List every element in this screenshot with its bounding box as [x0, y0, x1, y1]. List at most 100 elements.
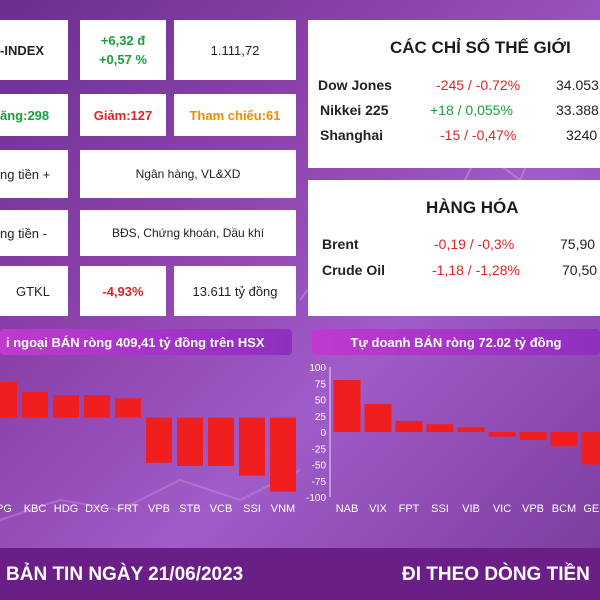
- commodities-card: HÀNG HÓA Brent -0,19 / -0,3% 75,90 Crude…: [308, 180, 600, 316]
- bar: [0, 382, 17, 418]
- down-count: Giảm:127: [93, 107, 153, 123]
- index-value: 1.111,72: [210, 42, 260, 58]
- index-change-cell: +6,32 đ +0,57 %: [80, 20, 166, 80]
- index-change: +6,32 đ: [100, 33, 146, 48]
- commodity-row-change: -1,18 / -1,28%: [432, 262, 520, 278]
- proprietary-chart-banner: Tự doanh BÁN ròng 72.02 tỷ đồng: [312, 329, 600, 355]
- bar: [426, 424, 454, 432]
- proprietary-chart-title: Tự doanh BÁN ròng 72.02 tỷ đồng: [350, 334, 562, 350]
- x-tick-label: SSI: [243, 503, 261, 515]
- world-row-change: -245 / -0.72%: [436, 77, 521, 93]
- x-tick-label: PG: [0, 503, 12, 515]
- bar: [457, 427, 485, 432]
- footer-date: BẢN TIN NGÀY 21/06/2023: [6, 564, 244, 585]
- bar: [208, 417, 234, 466]
- inflow-label: ng tiền +: [0, 166, 51, 182]
- x-tick-label: DXG: [85, 503, 109, 515]
- gtkl-value: 13.611 tỷ đồng: [192, 283, 278, 299]
- gtkl-change: -4,93%: [102, 283, 144, 299]
- y-tick-label: -100: [306, 493, 326, 504]
- x-tick-label: BCM: [552, 503, 576, 515]
- world-row-value: 3240: [566, 127, 598, 143]
- gtkl-label: GTKL: [16, 283, 50, 299]
- index-label: -INDEX: [0, 42, 45, 58]
- commodity-row-name: Brent: [322, 236, 359, 252]
- gtkl-change-cell: -4,93%: [80, 266, 166, 316]
- index-change-pct: +0,57 %: [98, 52, 148, 67]
- gtkl-label-cell: GTKL: [0, 266, 68, 316]
- world-row-name: Shanghai: [320, 127, 384, 143]
- footer-slogan: ĐI THEO DÒNG TIỀN: [402, 564, 590, 585]
- bar: [488, 432, 516, 437]
- index-label-cell: -INDEX: [0, 20, 68, 80]
- bar: [270, 417, 296, 492]
- bar: [53, 395, 79, 418]
- world-row-name: Dow Jones: [318, 77, 392, 93]
- x-tick-label: STB: [179, 503, 200, 515]
- x-tick-label: FRT: [117, 503, 138, 515]
- bar: [395, 420, 423, 432]
- bar: [22, 391, 48, 418]
- up-cell: ăng:298: [0, 94, 68, 136]
- index-value-cell: 1.111,72: [174, 20, 296, 80]
- world-row-name: Nikkei 225: [320, 102, 389, 118]
- commodity-row-value: 70,50: [562, 262, 598, 278]
- x-tick-label: VPB: [148, 503, 170, 515]
- y-tick-label: 0: [320, 428, 326, 439]
- world-indices-title: CÁC CHỈ SỐ THẾ GIỚI: [390, 38, 571, 57]
- inflow-sectors: Ngân hàng, VL&XD: [135, 167, 241, 181]
- ref-count: Tham chiếu:61: [189, 107, 281, 123]
- foreign-net-chart: PG KBC HDG DXG FRT VPB STB VCB SSI VNM: [0, 382, 296, 515]
- world-row-change: +18 / 0,055%: [430, 102, 513, 118]
- outflow-label: ng tiền -: [0, 225, 47, 241]
- y-tick-label: 50: [315, 396, 327, 407]
- commodity-row-change: -0,19 / -0,3%: [434, 236, 515, 252]
- commodity-row-name: Crude Oil: [322, 262, 386, 278]
- x-tick-label: FPT: [399, 503, 420, 515]
- bar: [364, 404, 392, 432]
- inflow-sectors-cell: Ngân hàng, VL&XD: [80, 150, 296, 198]
- down-cell: Giảm:127: [80, 94, 166, 136]
- bar: [581, 432, 600, 465]
- bar: [239, 417, 265, 476]
- bar: [550, 432, 578, 447]
- footer-bar: [0, 548, 600, 600]
- y-tick-label: 100: [309, 363, 326, 374]
- world-indices-card: CÁC CHỈ SỐ THẾ GIỚI Dow Jones -245 / -0.…: [308, 20, 600, 168]
- y-tick-label: -25: [312, 444, 327, 455]
- y-tick-label: 75: [315, 379, 327, 390]
- gtkl-value-cell: 13.611 tỷ đồng: [174, 266, 296, 316]
- bar: [519, 432, 547, 440]
- x-tick-label: VIC: [493, 503, 511, 515]
- x-tick-label: KBC: [24, 503, 47, 515]
- x-tick-label: VIX: [369, 503, 387, 515]
- world-row-value: 34.053: [556, 77, 599, 93]
- foreign-chart-title: i ngoại BÁN ròng 409,41 tỷ đồng trên HSX: [6, 334, 265, 350]
- bar: [177, 417, 203, 466]
- x-tick-label: NAB: [336, 503, 359, 515]
- outflow-sectors: BĐS, Chứng khoán, Dầu khí: [111, 226, 265, 240]
- x-tick-label: VIB: [462, 503, 480, 515]
- foreign-chart-banner: i ngoại BÁN ròng 409,41 tỷ đồng trên HSX: [0, 329, 292, 355]
- world-row-value: 33.388: [556, 102, 599, 118]
- y-tick-label: -50: [312, 461, 327, 472]
- x-tick-label: HDG: [54, 503, 78, 515]
- ref-cell: Tham chiếu:61: [174, 94, 296, 136]
- x-tick-label: VCB: [210, 503, 233, 515]
- y-tick-label: 25: [315, 412, 327, 423]
- bar: [333, 380, 361, 432]
- outflow-sectors-cell: BĐS, Chứng khoán, Dầu khí: [80, 210, 296, 256]
- up-count: ăng:298: [0, 107, 50, 123]
- inflow-label-cell: ng tiền +: [0, 150, 68, 198]
- x-tick-label: VPB: [522, 503, 544, 515]
- y-tick-label: -75: [312, 477, 327, 488]
- world-row-change: -15 / -0,47%: [440, 127, 517, 143]
- bar: [115, 398, 141, 418]
- commodities-title: HÀNG HÓA: [426, 198, 519, 217]
- x-tick-label: GEE: [583, 503, 600, 515]
- commodity-row-value: 75,90: [560, 236, 596, 252]
- outflow-label-cell: ng tiền -: [0, 210, 68, 256]
- bar: [146, 417, 172, 463]
- bar: [84, 395, 110, 418]
- x-tick-label: VNM: [271, 503, 295, 515]
